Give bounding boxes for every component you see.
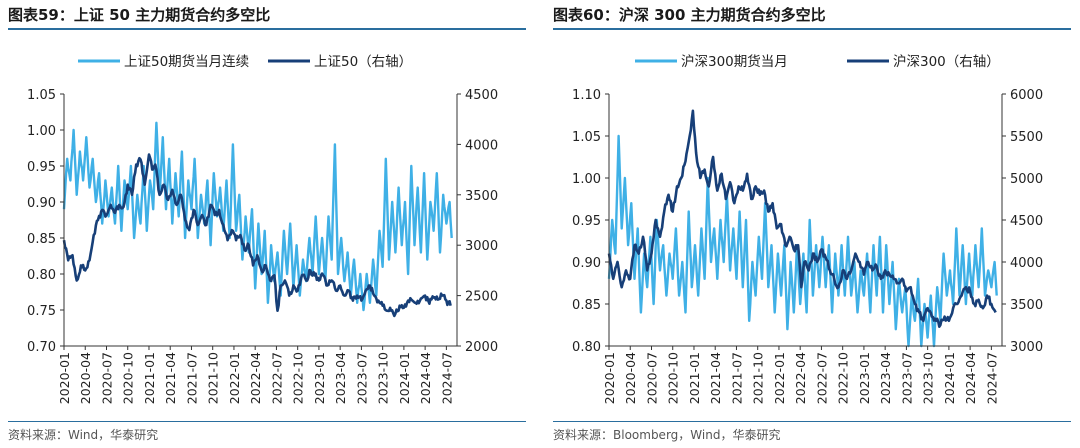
x-tick-label: 2023-04 <box>333 352 348 404</box>
x-tick-label: 2020-07 <box>99 352 114 404</box>
y2-tick-label: 3000 <box>1010 340 1043 355</box>
legend-label: 上证50（右轴） <box>314 54 412 70</box>
x-tick-label: 2023-10 <box>376 352 391 404</box>
x-tick-label: 2022-07 <box>814 352 829 404</box>
x-tick-label: 2020-01 <box>57 352 72 404</box>
y2-tick-label: 3500 <box>465 189 498 204</box>
y-tick-label: 0.85 <box>27 232 56 247</box>
y-tick-label: 1.10 <box>572 88 601 103</box>
source-note: 资料来源：Bloomberg，Wind，华泰研究 <box>553 428 781 442</box>
y-tick-label: 0.95 <box>27 160 56 175</box>
y-tick-label: 0.90 <box>27 196 56 211</box>
y-tick-label: 0.95 <box>572 214 601 229</box>
figure-title: 图表60：沪深 300 主力期货合约多空比 <box>553 4 826 25</box>
y-tick-label: 0.85 <box>572 298 601 313</box>
title-rule <box>8 28 526 30</box>
legend-label: 沪深300期货当月 <box>681 53 788 70</box>
source-note: 资料来源：Wind，华泰研究 <box>8 428 159 442</box>
series-line-index <box>607 109 997 328</box>
x-tick-label: 2021-10 <box>751 352 766 404</box>
x-tick-label: 2021-04 <box>163 352 178 404</box>
chart-panel-sse50: 图表59：上证 50 主力期货合约多空比 0.70 0.75 0.80 0.85 0.9… <box>8 0 534 448</box>
x-tick-label: 2022-01 <box>227 352 242 404</box>
figure-label: 图表60： <box>553 6 619 24</box>
x-tick-label: 2021-04 <box>708 352 723 404</box>
x-tick-label: 2022-10 <box>291 352 306 404</box>
y2-tick-label: 5500 <box>1010 130 1043 145</box>
y2-tick-label: 2000 <box>465 340 498 355</box>
y-tick-label: 0.75 <box>27 304 56 319</box>
y-tick-label: 1.00 <box>27 124 56 139</box>
legend-label: 沪深300（右轴） <box>893 54 1000 70</box>
y2-tick-label: 5000 <box>1010 172 1043 187</box>
x-tick-label: 2020-10 <box>666 352 681 404</box>
chart-title: 上证 50 主力期货合约多空比 <box>73 6 271 24</box>
x-tick-label: 2020-07 <box>644 352 659 404</box>
y-tick-label: 0.90 <box>572 256 601 271</box>
y-tick-label: 0.80 <box>27 268 56 283</box>
x-tick-label: 2023-01 <box>312 352 327 404</box>
x-tick-label: 2022-01 <box>772 352 787 404</box>
x-tick-label: 2023-10 <box>921 352 936 404</box>
series-line-ratio <box>607 134 998 348</box>
y2-tick-label: 4500 <box>465 88 498 103</box>
source-rule <box>553 421 1071 422</box>
figure-label: 图表59： <box>8 6 74 24</box>
series-line-ratio <box>62 121 453 312</box>
x-tick-label: 2022-07 <box>269 352 284 404</box>
legend-label: 上证50期货当月连续 <box>124 53 249 70</box>
x-tick-label: 2024-01 <box>942 352 957 404</box>
x-tick-label: 2023-04 <box>878 352 893 404</box>
y-tick-label: 1.00 <box>572 172 601 187</box>
x-tick-label: 2022-10 <box>836 352 851 404</box>
x-tick-label: 2024-04 <box>418 352 433 404</box>
y-tick-label: 0.80 <box>572 340 601 355</box>
x-tick-label: 2021-01 <box>142 352 157 404</box>
y2-tick-label: 3500 <box>1010 298 1043 313</box>
title-rule <box>553 28 1071 30</box>
series-line-index <box>62 153 452 318</box>
x-tick-label: 2020-04 <box>78 352 93 404</box>
y2-tick-label: 3000 <box>465 239 498 254</box>
y2-tick-label: 6000 <box>1010 88 1043 103</box>
x-tick-label: 2021-07 <box>729 352 744 404</box>
y-tick-label: 1.05 <box>572 130 601 145</box>
chart-title: 沪深 300 主力期货合约多空比 <box>618 6 826 24</box>
x-tick-label: 2020-01 <box>602 352 617 404</box>
chart-panel-csi300: 图表60：沪深 300 主力期货合约多空比 0.80 0.85 0.90 0.95 1.… <box>553 0 1079 448</box>
y2-tick-label: 4000 <box>1010 256 1043 271</box>
x-tick-label: 2024-01 <box>397 352 412 404</box>
figure-title: 图表59：上证 50 主力期货合约多空比 <box>8 4 270 25</box>
x-tick-label: 2022-04 <box>793 352 808 404</box>
x-tick-label: 2023-01 <box>857 352 872 404</box>
x-tick-label: 2020-04 <box>623 352 638 404</box>
x-tick-label: 2024-07 <box>984 352 999 404</box>
source-rule <box>8 421 526 422</box>
y2-tick-label: 4000 <box>465 138 498 153</box>
x-tick-label: 2024-07 <box>439 352 454 404</box>
x-tick-label: 2024-04 <box>963 352 978 404</box>
x-tick-label: 2022-04 <box>248 352 263 404</box>
y-tick-label: 0.70 <box>27 340 56 355</box>
x-tick-label: 2020-10 <box>121 352 136 404</box>
y-tick-label: 1.05 <box>27 88 56 103</box>
x-tick-label: 2023-07 <box>354 352 369 404</box>
csi300-long-short-chart: 0.80 0.85 0.90 0.95 1.00 1.05 1.10 3000 3500 4000… <box>572 53 1043 404</box>
y2-tick-label: 4500 <box>1010 214 1043 229</box>
y2-tick-label: 2500 <box>465 290 498 305</box>
x-tick-label: 2023-07 <box>899 352 914 404</box>
x-tick-label: 2021-07 <box>184 352 199 404</box>
sse50-long-short-chart: 0.70 0.75 0.80 0.85 0.90 0.95 1.00 1.05 2000 2500… <box>27 53 498 404</box>
x-tick-label: 2021-10 <box>206 352 221 404</box>
x-tick-label: 2021-01 <box>687 352 702 404</box>
